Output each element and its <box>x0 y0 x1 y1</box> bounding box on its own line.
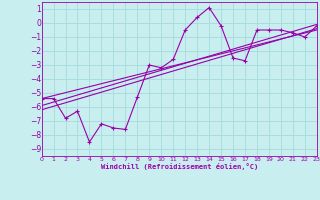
X-axis label: Windchill (Refroidissement éolien,°C): Windchill (Refroidissement éolien,°C) <box>100 163 258 170</box>
